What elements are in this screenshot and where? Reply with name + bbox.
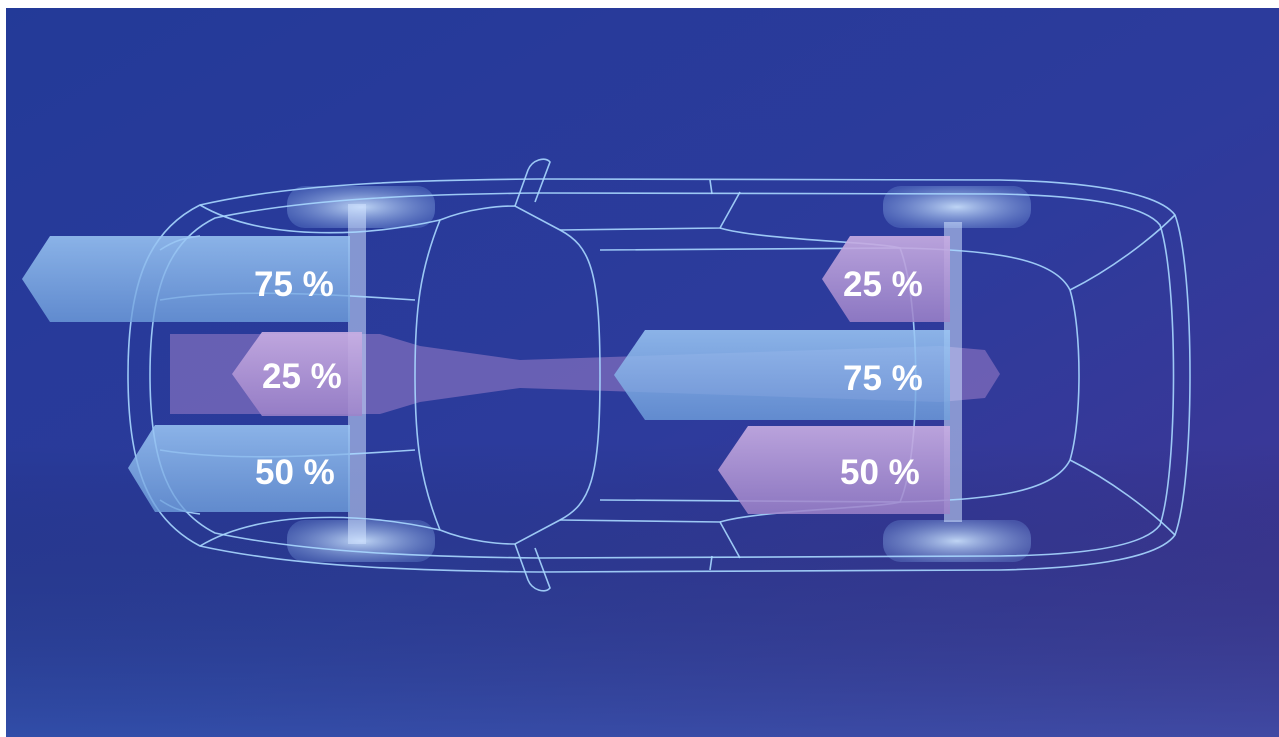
- rear-right-wheel: [883, 520, 1031, 562]
- rear-middle-arrow: [614, 330, 950, 420]
- rear-top-arrow: [822, 236, 950, 322]
- rear-left-wheel: [883, 186, 1031, 228]
- front-bottom-arrow: [128, 425, 350, 512]
- percentage-labels: 75 % 25 % 50 % 25 % 75 % 50 %: [254, 265, 923, 492]
- rear-top-label: 25 %: [843, 265, 923, 304]
- rear-bottom-label: 50 %: [840, 453, 920, 492]
- front-top-label: 75 %: [254, 265, 334, 304]
- front-top-arrow: [22, 236, 350, 322]
- front-bottom-label: 50 %: [255, 453, 335, 492]
- left-border: [0, 0, 6, 737]
- front-arrows: [22, 236, 362, 512]
- rear-arrows: [614, 236, 950, 514]
- front-middle-label: 25 %: [262, 357, 342, 396]
- rear-middle-label: 75 %: [843, 359, 923, 398]
- front-middle-arrow: [232, 332, 362, 416]
- rear-bottom-arrow: [718, 426, 950, 514]
- top-border: [0, 0, 1279, 8]
